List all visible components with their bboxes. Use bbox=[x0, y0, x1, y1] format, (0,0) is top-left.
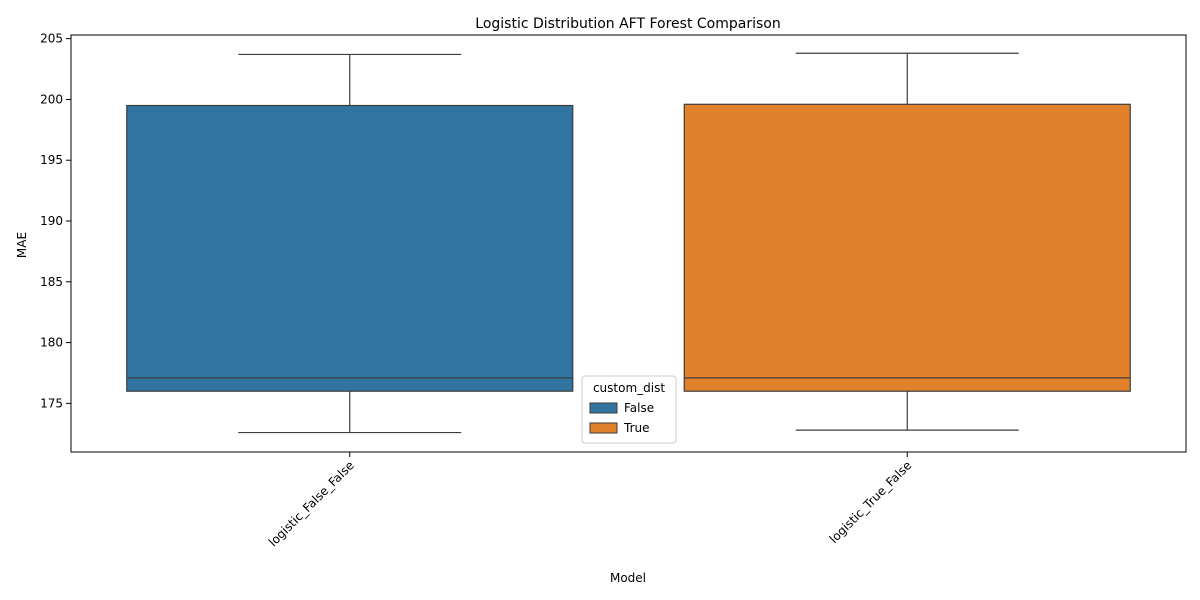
y-tick-label: 190 bbox=[40, 214, 63, 228]
y-tick-label: 175 bbox=[40, 396, 63, 410]
legend-title: custom_dist bbox=[593, 381, 665, 395]
legend-label-true: True bbox=[623, 421, 650, 435]
legend-swatch-true bbox=[589, 422, 618, 434]
legend-swatch-false bbox=[589, 402, 618, 414]
y-tick-label: 185 bbox=[40, 275, 63, 289]
y-tick-label: 205 bbox=[40, 32, 63, 46]
x-axis-label: Model bbox=[610, 571, 646, 585]
legend: custom_dist False True bbox=[581, 375, 677, 444]
box-group-true bbox=[683, 52, 1131, 431]
axes-frame bbox=[70, 34, 1187, 453]
y-tick-label: 195 bbox=[40, 153, 63, 167]
y-tick-label: 180 bbox=[40, 336, 63, 350]
y-axis-label: MAE bbox=[15, 232, 29, 258]
chart-title: Logistic Distribution AFT Forest Compari… bbox=[475, 16, 780, 32]
box-iqr bbox=[126, 104, 574, 392]
y-tick-label: 200 bbox=[40, 92, 63, 106]
box-group-false bbox=[126, 53, 574, 434]
legend-label-false: False bbox=[624, 401, 654, 415]
plot-area bbox=[126, 52, 1131, 434]
box-iqr bbox=[683, 103, 1131, 392]
